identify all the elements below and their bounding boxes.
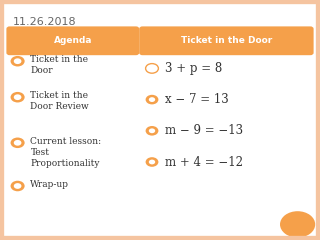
Circle shape xyxy=(11,92,25,102)
Circle shape xyxy=(146,126,158,136)
Circle shape xyxy=(11,56,25,66)
Circle shape xyxy=(11,181,25,191)
Text: x − 7 = 13: x − 7 = 13 xyxy=(165,93,228,106)
Text: Ticket in the Door: Ticket in the Door xyxy=(181,36,272,45)
Text: Wrap-up: Wrap-up xyxy=(30,180,69,189)
Text: Ticket in the
Door: Ticket in the Door xyxy=(30,55,88,75)
Text: m + 4 = −12: m + 4 = −12 xyxy=(165,156,243,168)
Circle shape xyxy=(146,157,158,167)
Circle shape xyxy=(149,128,155,133)
Text: 3 + p = 8: 3 + p = 8 xyxy=(165,62,222,75)
Text: Current lesson:
Test
Proportionality: Current lesson: Test Proportionality xyxy=(30,137,101,168)
Circle shape xyxy=(14,94,21,100)
Text: m − 9 = −13: m − 9 = −13 xyxy=(165,124,243,137)
Circle shape xyxy=(11,138,25,148)
FancyBboxPatch shape xyxy=(6,26,139,55)
Circle shape xyxy=(149,97,155,102)
Circle shape xyxy=(149,160,155,164)
Circle shape xyxy=(14,183,21,189)
Circle shape xyxy=(280,211,315,238)
Circle shape xyxy=(14,140,21,146)
Text: Agenda: Agenda xyxy=(53,36,92,45)
Text: 11.26.2018: 11.26.2018 xyxy=(13,17,76,27)
Text: Ticket in the
Door Review: Ticket in the Door Review xyxy=(30,91,89,111)
FancyBboxPatch shape xyxy=(139,26,314,55)
Circle shape xyxy=(14,58,21,64)
Circle shape xyxy=(146,95,158,104)
